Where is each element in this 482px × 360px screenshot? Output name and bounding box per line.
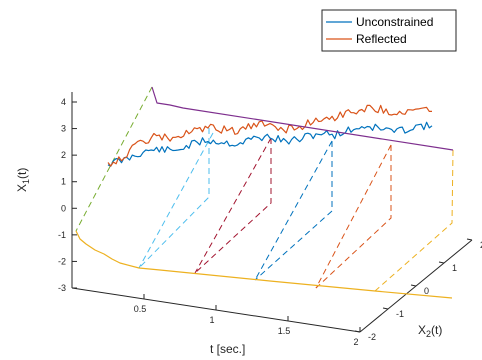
x2-tick-label: 0 (424, 286, 429, 296)
x1-axis-label-main: X (15, 184, 29, 192)
t-tick-label: 1 (209, 315, 214, 325)
t-tick-label: 2 (353, 337, 358, 347)
x1-axis-label-tail: (t) (15, 168, 29, 179)
x1-tick-label: 1 (61, 177, 66, 187)
legend-label-unconstrained: Unconstrained (356, 15, 433, 29)
series-line-unconstrained (107, 121, 433, 167)
x2-axis-label: X2(t) (418, 323, 442, 339)
projection-lines (75, 86, 454, 292)
x2-ticks: -2 -1 0 1 2 (354, 238, 482, 342)
x2-tick-mark (410, 284, 417, 287)
x1-axis-label: X1(t) (15, 168, 31, 192)
t-ticks: 0.5 1 1.5 2 (134, 294, 361, 347)
series-line-yellow (75, 230, 453, 299)
t-axis-label: t [sec.] (210, 342, 245, 356)
projection-line-maroon-a (194, 137, 272, 274)
x2-tick-mark (382, 307, 389, 310)
x2-axis-label-main: X (418, 323, 426, 337)
series-paths (75, 86, 454, 299)
x1-ticks: -3 -2 -1 0 1 2 3 4 (58, 97, 77, 293)
x1-tick-label: -1 (58, 230, 66, 240)
x2-axis-label-sub: 2 (426, 329, 431, 339)
x2-tick-mark (438, 261, 445, 264)
legend-label-reflected: Reflected (356, 32, 407, 46)
projection-line-blue-a (254, 140, 333, 281)
x2-axis-label-tail: (t) (431, 323, 442, 337)
x1-tick-label: 4 (61, 97, 66, 107)
x2-tick-label: -2 (368, 332, 376, 342)
x1-tick-label: -2 (58, 256, 66, 266)
legend-box (321, 9, 457, 52)
x2-tick-mark (354, 330, 361, 333)
t-tick-label: 1.5 (278, 326, 291, 336)
x1-axis-label-sub: 1 (21, 179, 31, 184)
x2-tick-label: -1 (396, 309, 404, 319)
x1-tick-label: -3 (58, 283, 66, 293)
projection-line-yellow-a (374, 149, 454, 292)
projection-line-maroon-b (194, 138, 272, 274)
projection-line-cyan-a (138, 132, 214, 269)
series-line-reflected (107, 104, 432, 167)
x2-tick-label: 1 (452, 263, 457, 273)
projection-line-cyan-b (138, 128, 210, 269)
t-tick-label: 0.5 (134, 304, 147, 314)
x1-tick-label: 3 (61, 124, 66, 134)
x1-tick-label: 2 (61, 150, 66, 160)
projection-line-red-a (315, 144, 392, 289)
axes (71, 92, 473, 333)
projection-line-red-b (315, 145, 392, 289)
x1-tick-label: 0 (61, 203, 66, 213)
x2-tick-label: 2 (480, 240, 482, 250)
projection-line-blue-b (254, 141, 333, 281)
legend: Unconstrained Reflected (321, 9, 457, 52)
x2-tick-mark (466, 238, 473, 241)
series-line-purple (151, 86, 454, 151)
projection-line-green (75, 86, 153, 232)
